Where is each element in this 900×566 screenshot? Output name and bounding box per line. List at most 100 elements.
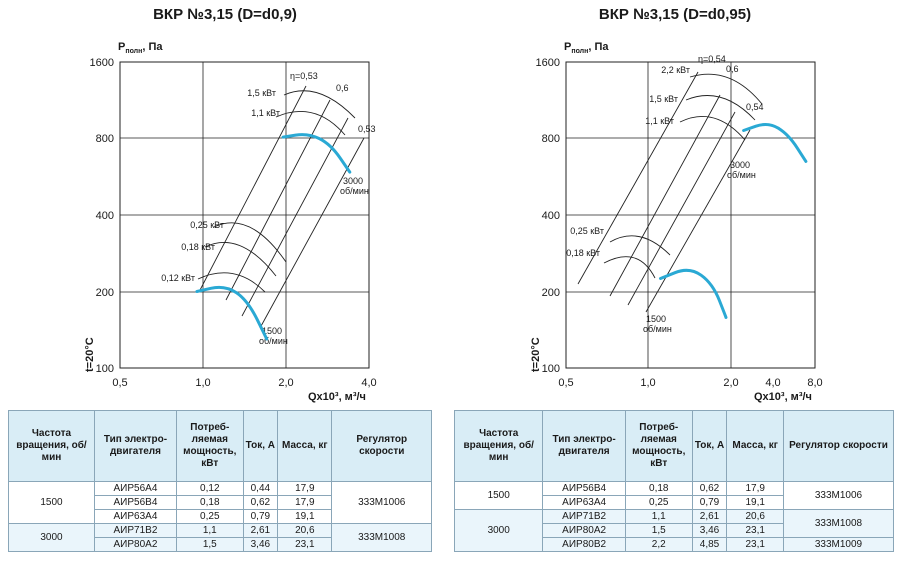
- temperature-label: t=20°C: [84, 337, 96, 372]
- power-label: 1,1 кВт: [251, 108, 280, 118]
- x-tick: 0,5: [558, 377, 573, 389]
- power-label: 0,18 кВт: [181, 242, 215, 252]
- speed-label-high: 3000: [730, 160, 750, 170]
- y-axis-label: Pполн, Па: [564, 41, 609, 55]
- cell: АИР63А4: [542, 495, 626, 510]
- series-line: [659, 268, 728, 319]
- col-header: Потреб-ляемая мощность, кВт: [624, 410, 693, 482]
- cell: АИР71В2: [542, 509, 626, 524]
- power-label: 1,5 кВт: [247, 88, 276, 98]
- x-tick: 2,0: [278, 377, 293, 389]
- table-row: АИР63А4 0,25 0,79 19,1: [455, 495, 894, 510]
- cell: 1,5: [624, 523, 693, 538]
- cell: 2,61: [691, 509, 728, 524]
- temperature-label: t=20°C: [530, 337, 542, 372]
- table-row: 3000 АИР71В2 1,1 2,61 20,6 333М1008: [453, 509, 894, 552]
- cell: 1,1: [175, 523, 244, 538]
- speed-label-high-unit: об/мин: [727, 170, 756, 180]
- y-tick: 800: [542, 133, 560, 145]
- x-axis-label: Qx10³, м³/ч: [754, 391, 812, 403]
- speed-label-low-unit: об/мин: [259, 336, 288, 346]
- chart-svg-left: 1600 800 400 200 100 0,5 1,0 2,0 4,0 Pпо…: [84, 41, 377, 403]
- series-line: [742, 122, 808, 163]
- speed-label-low: 1500: [262, 326, 282, 336]
- speed-label-low-unit: об/мин: [643, 324, 672, 334]
- cell: 1,1: [624, 509, 693, 524]
- chart-title: ВКР №3,15 (D=d0,9): [153, 6, 297, 23]
- x-tick: 1,0: [640, 377, 655, 389]
- power-label: 0,25 кВт: [190, 220, 224, 230]
- y-tick: 100: [96, 363, 114, 375]
- cell: 0,62: [691, 481, 728, 496]
- cell: 3,46: [242, 537, 279, 552]
- col-header: Тип электро-двигателя: [93, 410, 177, 482]
- speed-cell: 3000: [8, 523, 95, 552]
- y-tick: 1600: [536, 57, 560, 69]
- cell: 0,79: [242, 509, 279, 524]
- cell: 23,1: [277, 537, 333, 552]
- y-tick: 200: [542, 287, 560, 299]
- regulator-cell: 333М1008: [331, 523, 432, 552]
- cell: 17,9: [277, 495, 333, 510]
- cell: 19,1: [726, 495, 784, 510]
- chart-panel-right: ВКР №3,15 (D=d0,95) 1600 800 400 200 100…: [450, 0, 900, 566]
- speed-label-low: 1500: [646, 314, 666, 324]
- cell: 20,6: [726, 509, 784, 524]
- y-tick: 800: [96, 133, 114, 145]
- x-tick: 1,0: [195, 377, 210, 389]
- speed-cell: 1500: [8, 481, 95, 524]
- y-tick: 200: [96, 287, 114, 299]
- cell: АИР56В4: [542, 481, 626, 496]
- cell: АИР71В2: [93, 523, 177, 538]
- col-header: Регулятор скорости: [331, 410, 432, 482]
- gridlines: [566, 62, 815, 368]
- table-row: 3000 АИР71В2 1,1 2,61 20,6 333М1008: [8, 523, 432, 552]
- y-tick: 400: [542, 210, 560, 222]
- operating-lines: [577, 71, 763, 313]
- x-axis-label: Qx10³, м³/ч: [308, 391, 366, 403]
- regulator-cell: 333М1006: [783, 481, 894, 510]
- col-header: Регулятор скорости: [783, 410, 894, 482]
- cell: 2,2: [624, 537, 693, 552]
- speed-cell: 3000: [453, 509, 544, 552]
- table-row: АИР80А2 1,5 3,46 23,1: [9, 537, 432, 552]
- table-row: 1500 АИР56А4 0,12 0,44 17,9 333М1006: [8, 481, 432, 524]
- cell: 0,12: [175, 481, 244, 496]
- efficiency-label: 0,6: [726, 64, 739, 74]
- cell: АИР56А4: [93, 481, 177, 496]
- cell: 4,85: [691, 537, 728, 552]
- cell: 19,1: [277, 509, 333, 524]
- regulator-cell: 333М1006: [331, 481, 432, 524]
- efficiency-label: η=0,53: [290, 71, 318, 81]
- power-label: 1,1 кВт: [645, 116, 674, 126]
- cell: АИР63А4: [93, 509, 177, 524]
- series-layer: [659, 122, 808, 319]
- table-row: АИР56В4 0,18 0,62 17,9: [9, 495, 432, 510]
- cell: 20,6: [277, 523, 333, 538]
- cell: 1,5: [175, 537, 244, 552]
- col-header: Ток, А: [242, 410, 279, 482]
- efficiency-label: η=0,54: [698, 54, 726, 64]
- cell: АИР80А2: [542, 523, 626, 538]
- cell: 0,44: [242, 481, 279, 496]
- x-tick: 4,0: [361, 377, 376, 389]
- series-line: [281, 133, 352, 174]
- series-layer: [195, 133, 352, 341]
- speed-label-high: 3000: [343, 176, 363, 186]
- power-label: 0,25 кВт: [570, 226, 604, 236]
- col-header: Масса, кг: [277, 410, 333, 482]
- col-header: Тип электро-двигателя: [542, 410, 626, 482]
- efficiency-label: 0,6: [336, 83, 349, 93]
- chart-title: ВКР №3,15 (D=d0,95): [598, 6, 752, 23]
- chart-svg-right: 1600 800 400 200 100 0,5 1,0 2,0 8,0 4,0…: [530, 41, 823, 403]
- cell: АИР56В4: [93, 495, 177, 510]
- series-line: [195, 285, 269, 341]
- efficiency-label: 0,54: [746, 102, 764, 112]
- y-tick: 1600: [90, 57, 114, 69]
- cell: 17,9: [726, 481, 784, 496]
- cell: 0,18: [624, 481, 693, 496]
- cell: 23,1: [726, 523, 784, 538]
- col-header: Ток, А: [691, 410, 728, 482]
- power-label: 1,5 кВт: [649, 94, 678, 104]
- cell: АИР80А2: [93, 537, 177, 552]
